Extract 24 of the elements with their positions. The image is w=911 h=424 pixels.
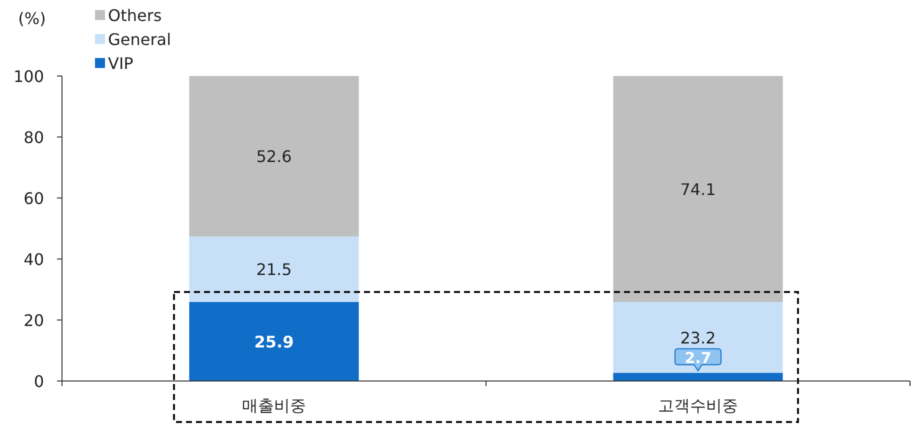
y-tick-label: 40 [24,250,44,269]
y-tick-label: 100 [13,67,44,86]
y-tick-label: 60 [24,189,44,208]
x-tick-label: 고객수비중 [658,396,738,415]
data-label: 25.9 [254,332,294,352]
bar [189,302,359,381]
bar [189,236,359,302]
data-label: 74.1 [680,180,716,200]
data-label: 23.2 [680,328,716,348]
y-axis-title: (%) [18,9,46,28]
x-tick-label: 매출비중 [242,396,306,415]
y-tick-label: 20 [24,311,44,330]
data-label: 21.5 [256,260,292,280]
y-tick-label: 0 [34,372,44,391]
data-label: 52.6 [256,147,292,166]
bar [613,372,783,381]
legend-label: Others [108,6,162,25]
y-tick-label: 80 [24,128,44,147]
legend-label: VIP [108,54,134,73]
bar [189,76,359,236]
bar [613,76,783,302]
legend-label: General [108,30,172,49]
data-label: 2.7 [684,348,712,367]
bar [613,302,783,373]
